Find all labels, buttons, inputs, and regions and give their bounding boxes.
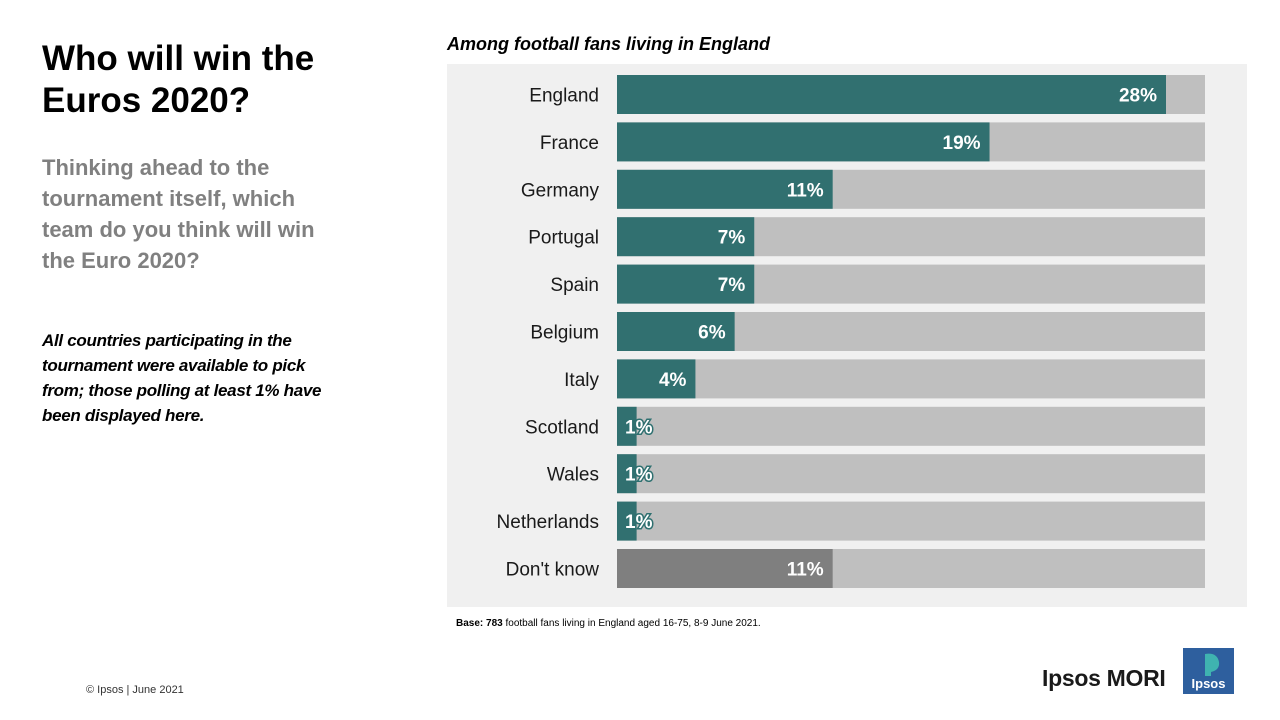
chart-heading: Among football fans living in England [447, 34, 770, 54]
logo-accent-shape [1205, 653, 1220, 676]
bar-track [617, 454, 1205, 494]
bar-chart: England 28% France 19% Germany 11% Portugal 7% S… [497, 75, 1205, 588]
logo-text: Ipsos [1192, 676, 1226, 691]
value-label: 1% [625, 417, 653, 438]
bar [617, 122, 990, 162]
category-label: England [529, 86, 599, 107]
bar [617, 169, 833, 209]
category-label: Netherlands [497, 512, 599, 533]
value-label: 4% [659, 370, 687, 391]
value-label: 1% [625, 512, 653, 533]
category-label: Italy [564, 370, 599, 391]
bar [617, 312, 735, 351]
category-label: Germany [521, 180, 600, 201]
bar [617, 359, 696, 399]
value-label: 19% [943, 133, 981, 154]
category-label: Wales [547, 465, 599, 486]
base-text: football fans living in England aged 16-… [505, 618, 761, 629]
category-label: Portugal [528, 228, 599, 249]
bar [617, 406, 637, 446]
value-label: 28% [1119, 86, 1157, 107]
bar [617, 75, 1166, 114]
bar-track [617, 501, 1205, 541]
chart-panel: England 28% France 19% Germany 11% Portugal 7% S… [447, 64, 1247, 607]
bar [617, 549, 833, 588]
value-label: 11% [787, 560, 824, 581]
category-label: Don't know [506, 560, 600, 581]
category-label: Spain [550, 275, 599, 296]
page-title: Who will win the Euros 2020? [42, 39, 315, 120]
methodology-note: All countries participating in the tourn… [42, 331, 322, 425]
value-label: 7% [718, 228, 746, 249]
base-note: Base: 783 football fans living in Englan… [456, 618, 761, 629]
bar-track [617, 359, 1205, 399]
base-count: 783 [486, 618, 503, 629]
bar [617, 454, 637, 494]
bar [617, 264, 755, 304]
value-label: 1% [625, 465, 653, 486]
category-label: Belgium [530, 323, 599, 344]
question-text: Thinking ahead to the tournament itself,… [42, 155, 315, 273]
brand-name: Ipsos MORI [1042, 665, 1166, 691]
category-label: France [540, 133, 599, 154]
base-label: Base: [456, 618, 484, 629]
ipsos-logo-icon: Ipsos [1183, 648, 1234, 694]
bar [617, 501, 637, 541]
value-label: 7% [718, 275, 746, 296]
bar-track [617, 406, 1205, 446]
bar [617, 217, 755, 257]
value-label: 11% [787, 180, 824, 201]
category-label: Scotland [525, 417, 599, 438]
copyright: © Ipsos | June 2021 [86, 684, 184, 696]
value-label: 6% [698, 323, 726, 344]
